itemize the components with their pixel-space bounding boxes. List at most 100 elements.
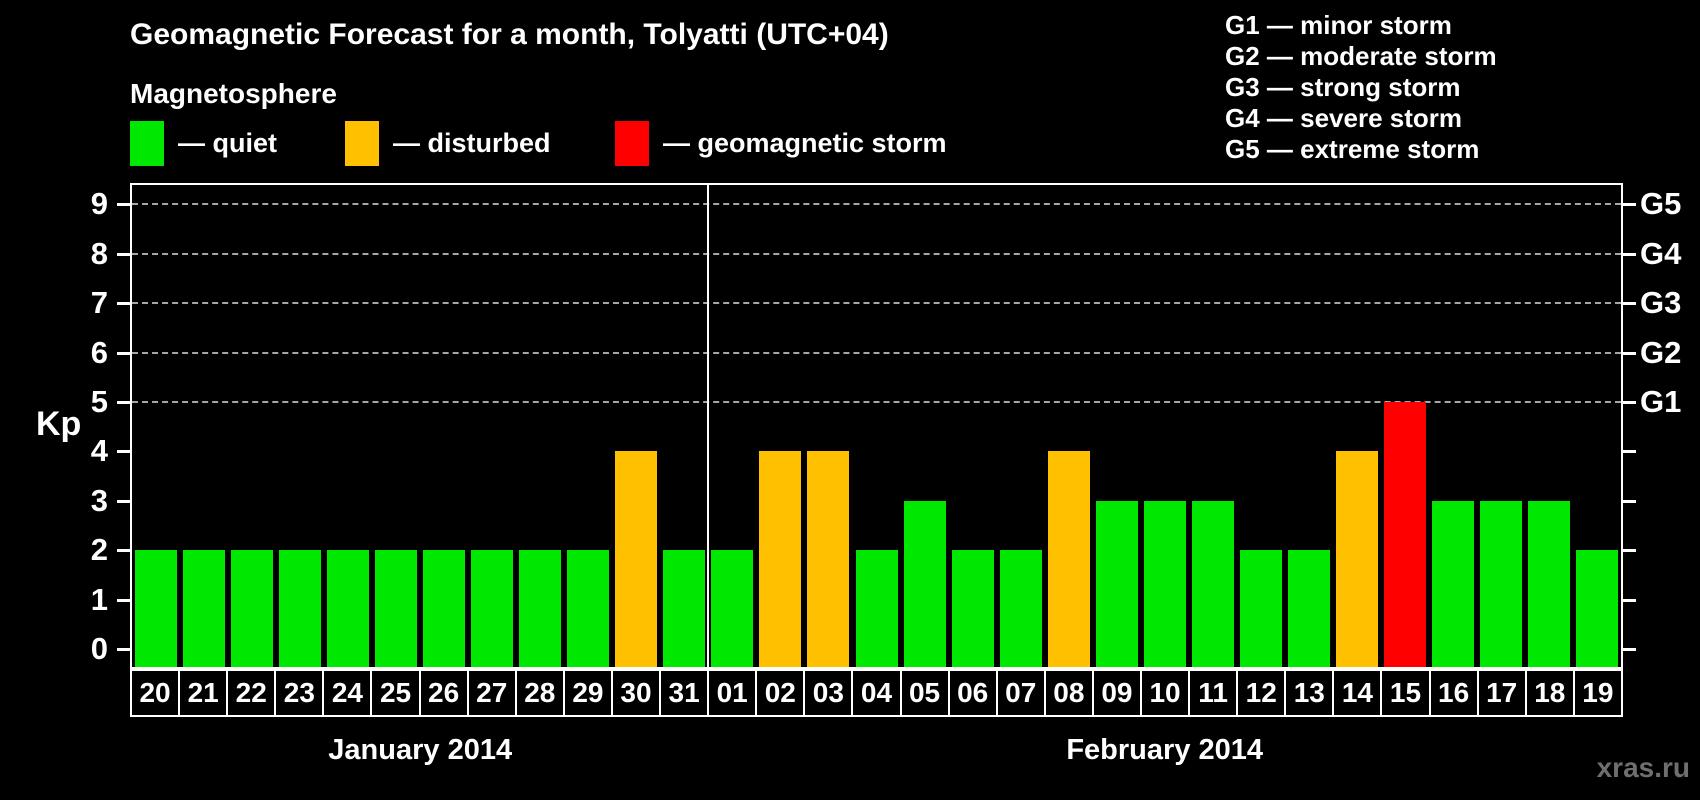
legend-label: — quiet [178,128,277,158]
legend-label: — disturbed [393,128,551,158]
left-tick [117,499,130,503]
kp-bar-day-07 [999,550,1042,667]
left-tick [117,401,130,404]
gridline-kp9 [132,203,1621,206]
day-label-cell: 19 [1572,671,1621,715]
legend-item: — disturbed [345,121,551,166]
kp-bar-day-25 [375,550,418,667]
left-tick [117,598,130,602]
day-label-cell: 30 [610,671,659,715]
plot-area [130,183,1623,669]
month-label: January 2014 [328,734,513,766]
kp-bar-day-06 [951,550,994,667]
left-tick [117,450,130,454]
right-tick [1623,648,1636,651]
day-label-cell: 31 [659,671,707,715]
day-axis: 20 21 22 23 24 25 26 27 28 29 30 31 01 02 03 04 05 06 07 08… [130,669,1623,717]
kp-tick-label: 0 [90,631,108,666]
right-tick [1623,351,1636,355]
day-label-cell: 06 [947,671,996,715]
gridline-kp6 [132,351,1621,354]
page-title: Geomagnetic Forecast for a month, Tolyat… [130,18,889,51]
kp-bar-day-30 [615,451,658,667]
day-label-cell: 14 [1332,671,1380,715]
kp-bar-day-27 [471,550,514,667]
day-label-cell: 09 [1091,671,1140,715]
kp-bar-day-29 [567,550,610,667]
day-label-cell: 21 [178,671,226,715]
kp-bar-day-14 [1335,451,1378,667]
kp-bar-day-02 [759,451,802,667]
g-scale-legend: G1 — minor storm G2 — moderate storm G3 — … [1225,10,1497,165]
left-tick [117,252,130,256]
legend-swatch-disturbed [345,121,379,166]
kp-tick-label: 5 [90,384,108,419]
left-tick [117,302,130,306]
day-label-cell: 13 [1284,671,1332,715]
right-tick [1623,549,1636,553]
g-tick-label-G2: G2 [1640,334,1682,370]
left-tick [117,648,130,651]
legend-swatch-storm [615,121,649,166]
kp-bar-day-17 [1479,500,1522,667]
day-label-cell: 23 [274,671,322,715]
day-label-cell: 10 [1139,671,1188,715]
right-tick [1623,203,1636,207]
kp-tick-label: 8 [90,235,108,271]
right-tick [1623,401,1636,404]
kp-tick-label: 9 [90,186,108,222]
kp-bar-day-20 [135,550,178,667]
day-label-cell: 22 [226,671,274,715]
day-label-cell: 25 [370,671,418,715]
kp-bar-day-16 [1431,500,1474,667]
legend-item: — geomagnetic storm [615,121,947,166]
g-legend-row: G4 — severe storm [1225,103,1463,133]
right-tick [1623,598,1636,602]
kp-tick-label: 7 [90,285,108,321]
right-tick [1623,450,1636,454]
g-legend-row: G5 — extreme storm [1225,134,1480,164]
gridline-kp7 [132,302,1621,305]
kp-tick-label: 2 [90,532,108,568]
day-label-cell: 28 [514,671,563,715]
right-tick [1623,252,1636,256]
kp-bar-day-22 [231,550,274,667]
kp-bar-day-15 [1383,402,1426,667]
left-tick [117,549,130,553]
kp-tick-label: 3 [90,482,108,518]
kp-bar-day-03 [807,451,850,667]
month-label: February 2014 [1066,734,1264,766]
kp-bar-day-13 [1287,550,1330,667]
g-tick-label-G5: G5 [1640,186,1682,222]
kp-bar-day-04 [855,550,898,667]
gridline-kp8 [132,252,1621,255]
left-tick [117,351,130,355]
day-label-cell: 17 [1476,671,1525,715]
day-label-cell: 11 [1188,671,1236,715]
gridline-kp5 [132,401,1621,403]
kp-bar-day-10 [1143,500,1186,667]
g-legend-row: G1 — minor storm [1225,10,1452,40]
kp-tick-label: 4 [90,433,108,469]
kp-bar-day-08 [1047,451,1090,667]
g-legend-row: G3 — strong storm [1225,72,1461,102]
jan-feb-separator [707,185,710,667]
day-label-cell: 02 [755,671,803,715]
day-label-cell: 07 [995,671,1044,715]
right-tick [1623,499,1636,503]
kp-bar-day-26 [423,550,466,667]
day-label-cell: 05 [899,671,948,715]
g-tick-label-G1: G1 [1640,384,1682,419]
right-tick [1623,302,1636,306]
kp-bar-day-31 [663,550,706,667]
kp-bar-day-24 [327,550,370,667]
day-label-cell: 29 [562,671,611,715]
kp-bar-day-21 [183,550,226,667]
legend-label: — geomagnetic storm [663,128,947,158]
kp-tick-label: 1 [90,581,108,617]
kp-axis-title: Kp [36,405,82,443]
kp-tick-label: 6 [90,334,108,370]
legend-item: — quiet [130,121,277,166]
kp-bar-day-09 [1095,500,1138,667]
day-label-cell: 24 [322,671,370,715]
